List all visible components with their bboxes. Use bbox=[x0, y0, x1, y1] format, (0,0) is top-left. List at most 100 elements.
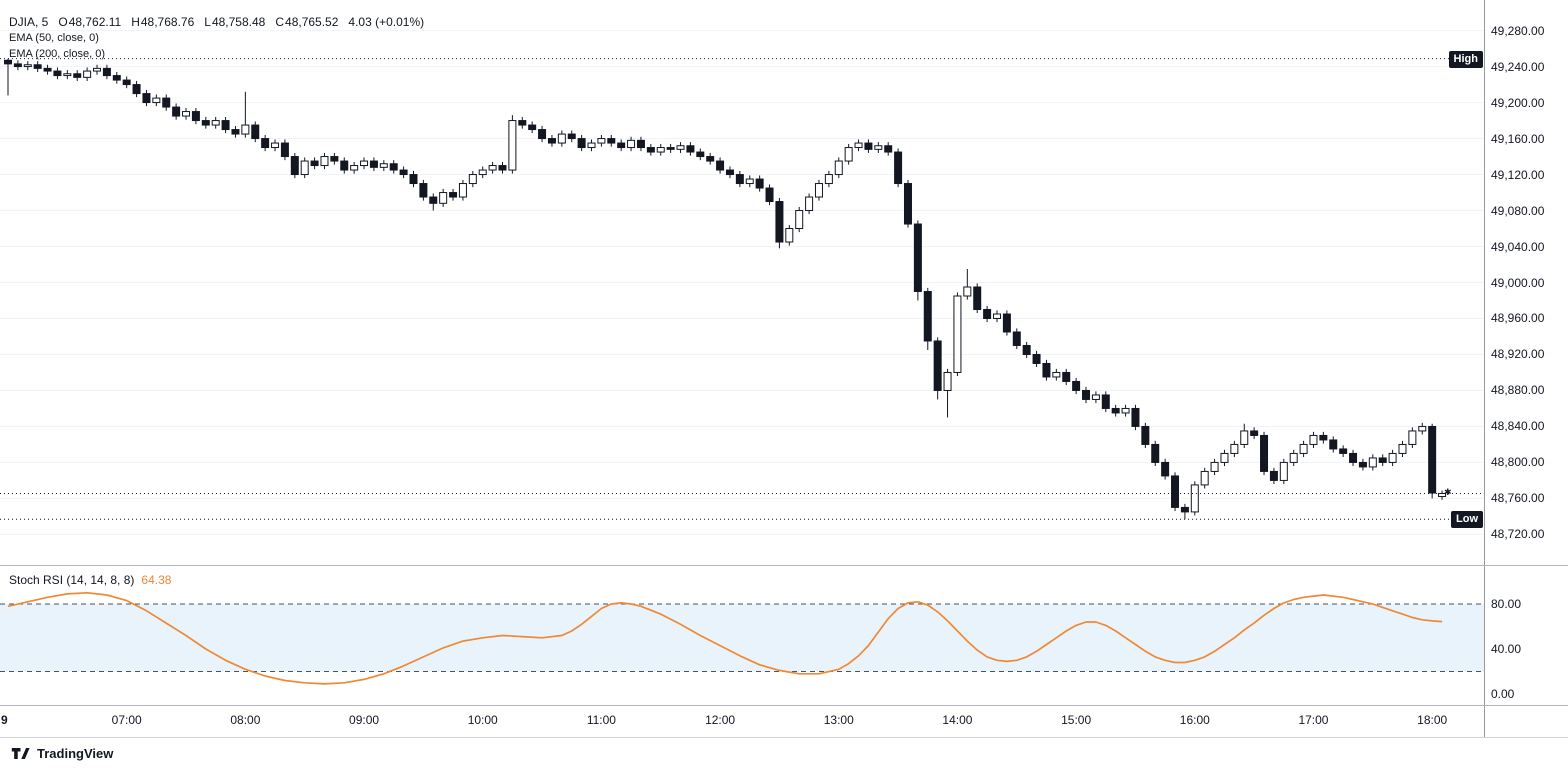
candle-body bbox=[795, 210, 804, 230]
candle-body bbox=[251, 124, 260, 140]
candle-body bbox=[429, 196, 438, 204]
candle-body bbox=[340, 160, 349, 171]
candle-body bbox=[735, 174, 744, 185]
candle-body bbox=[716, 160, 725, 171]
stoch-band bbox=[0, 604, 1484, 672]
last-price-marker: ✱ bbox=[1444, 487, 1452, 498]
candle-body bbox=[686, 145, 695, 153]
indicator-legend-ema200[interactable]: EMA (200, close, 0) bbox=[9, 48, 105, 60]
stoch-rsi-legend[interactable]: Stoch RSI (14, 14, 8, 8) 64.38 bbox=[9, 573, 171, 587]
candle-body bbox=[1091, 394, 1100, 400]
candle-body bbox=[13, 63, 22, 68]
candle-body bbox=[1368, 457, 1377, 468]
symbol-title[interactable]: DJIA, 5 bbox=[9, 15, 49, 29]
candle-body bbox=[567, 133, 576, 140]
price-axis-label: 48,840.00 bbox=[1491, 419, 1545, 434]
stoch-rsi-pane[interactable] bbox=[0, 565, 1484, 705]
candle-body bbox=[894, 151, 903, 185]
candle-body bbox=[923, 290, 932, 342]
candle-body bbox=[1240, 430, 1249, 445]
candle-body bbox=[834, 160, 843, 176]
price-axis-label: 49,200.00 bbox=[1491, 95, 1545, 110]
price-axis[interactable]: 49,248.90 48,765.52 48,736.79 48,720.004… bbox=[1484, 0, 1568, 737]
candle-body bbox=[261, 138, 270, 149]
candle-body bbox=[1349, 452, 1358, 463]
price-pane[interactable] bbox=[0, 0, 1484, 565]
candle-body bbox=[1309, 434, 1318, 445]
price-axis-label: 48,800.00 bbox=[1491, 455, 1545, 470]
candle-body bbox=[468, 174, 477, 185]
candle-body bbox=[409, 174, 418, 185]
price-axis-label: 48,920.00 bbox=[1491, 347, 1545, 362]
ohlc-close: C48,765.52 bbox=[275, 15, 339, 29]
time-axis[interactable]: 07:00 08:00 09:00 10:00 11:00 12:00 13:00 14:00… bbox=[0, 706, 1484, 737]
candle-body bbox=[320, 156, 329, 167]
candle-body bbox=[132, 84, 141, 95]
tradingview-watermark[interactable]: TradingView bbox=[37, 745, 114, 761]
ohlc-open: O48,762.11 bbox=[58, 15, 122, 29]
candle-body bbox=[221, 120, 230, 131]
candle-body bbox=[1141, 425, 1150, 445]
candle-body bbox=[458, 183, 467, 198]
candle-body bbox=[112, 75, 121, 81]
stoch-rsi-label: Stoch RSI (14, 14, 8, 8) bbox=[9, 573, 135, 587]
candle-body bbox=[1200, 470, 1209, 486]
candle-body bbox=[518, 120, 527, 126]
candle-body bbox=[1289, 452, 1298, 463]
candle-body bbox=[1299, 443, 1308, 454]
candle-body bbox=[953, 295, 962, 373]
candle-body bbox=[488, 165, 497, 171]
candle-body bbox=[1260, 434, 1269, 472]
candle-body bbox=[83, 70, 92, 78]
candle-body bbox=[1161, 461, 1170, 477]
price-change: 4.03 (+0.01%) bbox=[348, 15, 425, 29]
time-axis-label: 16:00 bbox=[1179, 713, 1210, 727]
candle-body bbox=[63, 73, 72, 77]
candle-body bbox=[23, 64, 32, 68]
candle-body bbox=[439, 192, 448, 204]
candle-body bbox=[636, 139, 645, 149]
time-axis-label: 07:00 bbox=[111, 713, 142, 727]
candle-body bbox=[646, 147, 655, 153]
candle-body bbox=[172, 106, 181, 117]
candle-body bbox=[864, 142, 873, 150]
candle-body bbox=[617, 142, 626, 149]
indicator-legend-ema50[interactable]: EMA (50, close, 0) bbox=[9, 32, 99, 44]
candle-body bbox=[933, 340, 942, 391]
candle-body bbox=[1052, 371, 1061, 378]
candle-body bbox=[300, 160, 309, 176]
candle-body bbox=[280, 142, 289, 158]
time-axis-label: 10:00 bbox=[467, 713, 498, 727]
candle-body bbox=[4, 59, 12, 65]
candle-body bbox=[93, 67, 102, 72]
stoch-rsi-line bbox=[7, 591, 1443, 685]
time-axis-label: 13:00 bbox=[823, 713, 854, 727]
candle-body bbox=[1438, 492, 1447, 498]
candle-body bbox=[478, 169, 487, 176]
pane-separator[interactable] bbox=[0, 565, 1568, 566]
date-axis-label-partial: 9 bbox=[1, 713, 8, 727]
candle-body bbox=[498, 165, 507, 171]
candle-body bbox=[1230, 443, 1239, 454]
candle-body bbox=[983, 308, 992, 319]
candle-body bbox=[1339, 448, 1348, 454]
low-badge: Low bbox=[1451, 511, 1483, 529]
candle-body bbox=[1121, 407, 1130, 414]
chart-legend: DJIA, 5 O48,762.11 H48,768.76 L48,758.48… bbox=[9, 14, 424, 62]
tradingview-logo-icon[interactable] bbox=[11, 745, 30, 762]
time-axis-label: 14:00 bbox=[942, 713, 973, 727]
candle-body bbox=[1388, 452, 1397, 463]
candlestick-chart[interactable] bbox=[0, 0, 1484, 565]
price-axis-label: 49,120.00 bbox=[1491, 167, 1545, 182]
price-axis-label: 49,000.00 bbox=[1491, 275, 1545, 290]
candle-body bbox=[1082, 389, 1091, 400]
candle-body bbox=[785, 228, 794, 243]
ohlc-high: H48,768.76 bbox=[131, 15, 195, 29]
stoch-rsi-chart[interactable] bbox=[0, 565, 1484, 705]
candle-body bbox=[231, 129, 240, 135]
candle-body bbox=[1131, 407, 1140, 427]
candle-body bbox=[290, 156, 299, 176]
candle-body bbox=[874, 145, 883, 150]
candle-body bbox=[330, 156, 339, 162]
